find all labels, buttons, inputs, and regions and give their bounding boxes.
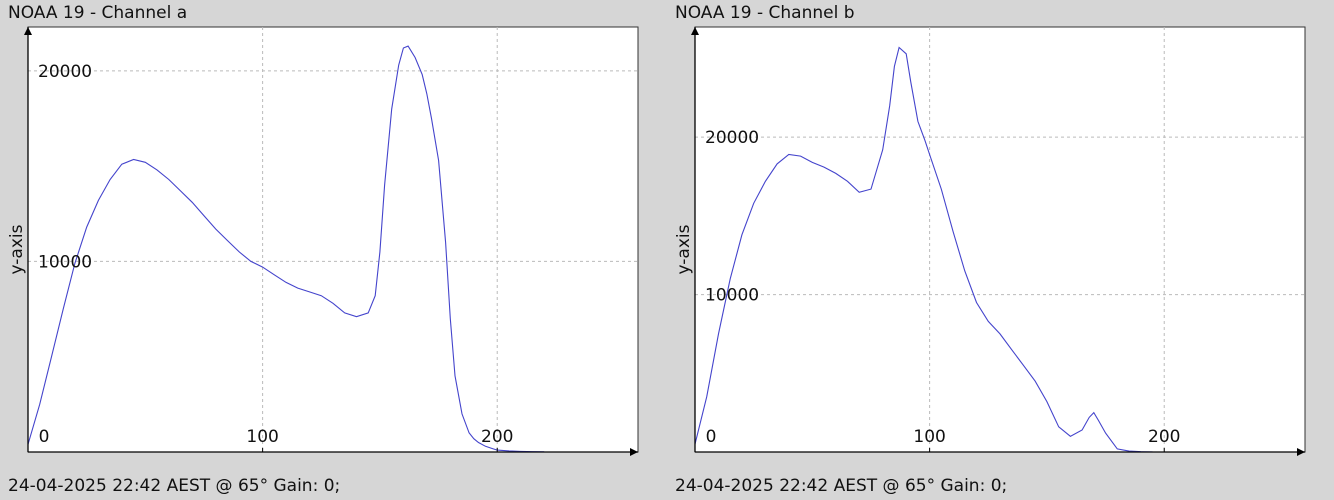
y-axis-arrow <box>691 27 699 35</box>
plot-area <box>694 26 1306 453</box>
y-axis-title: y-axis <box>7 224 27 274</box>
chart-footer: 24-04-2025 22:42 AEST @ 65° Gain: 0; <box>8 476 341 496</box>
x-tick-label: 200 <box>1148 427 1180 447</box>
x-tick-label: 0 <box>706 427 717 447</box>
y-tick-label: 20000 <box>705 128 759 148</box>
x-tick-label: 0 <box>39 427 50 447</box>
chart-panel-channel-b: NOAA 19 - Channel b 0 100 200 10000 20000 y-a… <box>667 0 1334 500</box>
chart-footer: 24-04-2025 22:42 AEST @ 65° Gain: 0; <box>675 476 1008 496</box>
series-line <box>694 46 1153 453</box>
chart-title: NOAA 19 - Channel a <box>8 3 188 23</box>
x-tick-label: 100 <box>246 427 278 447</box>
x-axis-arrow <box>1297 448 1305 456</box>
x-tick-label: 100 <box>913 427 945 447</box>
chart-panel-channel-a: NOAA 19 - Channel a 0 100 200 10000 20000 y-a… <box>7 3 639 496</box>
series-line <box>27 45 545 453</box>
chart-b-plot: 0 100 200 10000 20000 y-axis <box>674 26 1306 456</box>
chart-title: NOAA 19 - Channel b <box>675 3 855 23</box>
y-axis-title: y-axis <box>674 224 694 274</box>
chart-a-plot: 0 100 200 10000 20000 y-axis <box>7 26 639 456</box>
x-tick-label: 200 <box>481 427 513 447</box>
x-axis-arrow <box>630 448 638 456</box>
y-tick-label: 10000 <box>705 286 759 306</box>
y-tick-label: 10000 <box>38 252 92 272</box>
y-axis-arrow <box>24 27 32 35</box>
y-tick-label: 20000 <box>38 62 92 82</box>
plot-area <box>27 26 639 453</box>
